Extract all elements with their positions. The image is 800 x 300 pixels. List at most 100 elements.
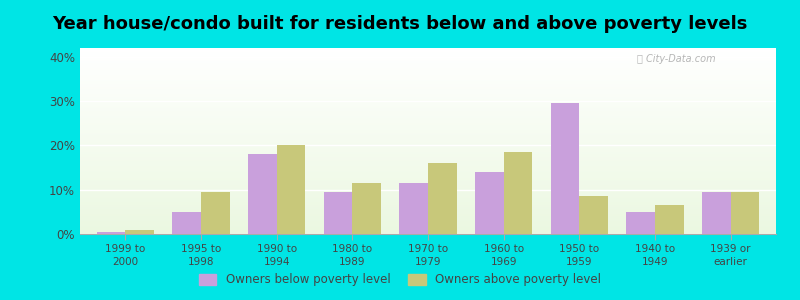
Bar — [80, 231, 776, 232]
Bar — [80, 69, 776, 70]
Bar — [80, 173, 776, 175]
Bar — [80, 225, 776, 226]
Bar — [80, 177, 776, 178]
Bar — [80, 97, 776, 98]
Bar — [80, 169, 776, 170]
Bar — [80, 187, 776, 188]
Bar — [80, 213, 776, 214]
Bar — [80, 127, 776, 128]
Bar — [80, 227, 776, 228]
Bar — [80, 116, 776, 117]
Bar — [80, 93, 776, 94]
Bar — [80, 101, 776, 102]
Bar — [80, 155, 776, 156]
Bar — [80, 154, 776, 155]
Bar — [80, 143, 776, 144]
Bar — [80, 124, 776, 125]
Bar — [80, 128, 776, 129]
Bar — [80, 134, 776, 135]
Bar — [80, 148, 776, 149]
Bar — [80, 94, 776, 95]
Bar — [80, 136, 776, 137]
Bar — [80, 180, 776, 181]
Bar — [80, 120, 776, 121]
Bar — [80, 112, 776, 113]
Bar — [80, 115, 776, 116]
Bar — [80, 95, 776, 96]
Bar — [126, 230, 154, 234]
Bar — [550, 103, 579, 234]
Bar — [80, 50, 776, 51]
Bar — [80, 186, 776, 187]
Bar — [399, 183, 428, 234]
Bar — [475, 172, 504, 234]
Bar — [80, 178, 776, 179]
Bar — [80, 80, 776, 82]
Bar — [80, 132, 776, 133]
Bar — [80, 197, 776, 198]
Bar — [80, 104, 776, 105]
Bar — [80, 219, 776, 220]
Bar — [80, 158, 776, 159]
Bar — [80, 98, 776, 99]
Bar — [80, 129, 776, 130]
Bar — [80, 96, 776, 97]
Bar — [80, 210, 776, 211]
Bar — [80, 204, 776, 205]
Bar — [80, 72, 776, 73]
Bar — [80, 182, 776, 183]
Bar — [80, 78, 776, 79]
Bar — [80, 89, 776, 90]
Bar — [248, 154, 277, 234]
Bar — [80, 156, 776, 157]
Bar — [80, 140, 776, 141]
Bar — [80, 160, 776, 161]
Bar — [655, 205, 684, 234]
Bar — [80, 215, 776, 216]
Bar — [80, 51, 776, 52]
Bar — [80, 188, 776, 189]
Bar — [80, 103, 776, 104]
Bar — [80, 144, 776, 145]
Bar — [80, 139, 776, 140]
Bar — [80, 176, 776, 177]
Bar — [626, 212, 655, 234]
Bar — [80, 209, 776, 210]
Bar — [80, 126, 776, 127]
Bar — [80, 86, 776, 87]
Bar — [80, 55, 776, 56]
Bar — [80, 75, 776, 76]
Bar — [80, 205, 776, 206]
Bar — [80, 70, 776, 71]
Bar — [80, 166, 776, 167]
Bar — [80, 217, 776, 218]
Bar — [80, 181, 776, 182]
Bar — [80, 208, 776, 209]
Bar — [80, 152, 776, 153]
Bar — [80, 184, 776, 185]
Bar — [80, 108, 776, 110]
Bar — [97, 232, 126, 234]
Bar — [80, 61, 776, 62]
Bar — [80, 202, 776, 203]
Bar — [80, 151, 776, 152]
Bar — [80, 150, 776, 151]
Bar — [80, 153, 776, 154]
Bar — [80, 175, 776, 176]
Bar — [80, 163, 776, 164]
Bar — [80, 56, 776, 57]
Bar — [80, 233, 776, 234]
Bar — [80, 192, 776, 193]
Bar — [80, 122, 776, 123]
Bar — [80, 59, 776, 60]
Bar — [80, 183, 776, 184]
Bar — [504, 152, 533, 234]
Bar — [80, 57, 776, 58]
Bar — [80, 168, 776, 169]
Bar — [80, 99, 776, 100]
Text: Year house/condo built for residents below and above poverty levels: Year house/condo built for residents bel… — [52, 15, 748, 33]
Bar — [80, 207, 776, 208]
Bar — [80, 123, 776, 124]
Legend: Owners below poverty level, Owners above poverty level: Owners below poverty level, Owners above… — [194, 269, 606, 291]
Bar — [80, 224, 776, 225]
